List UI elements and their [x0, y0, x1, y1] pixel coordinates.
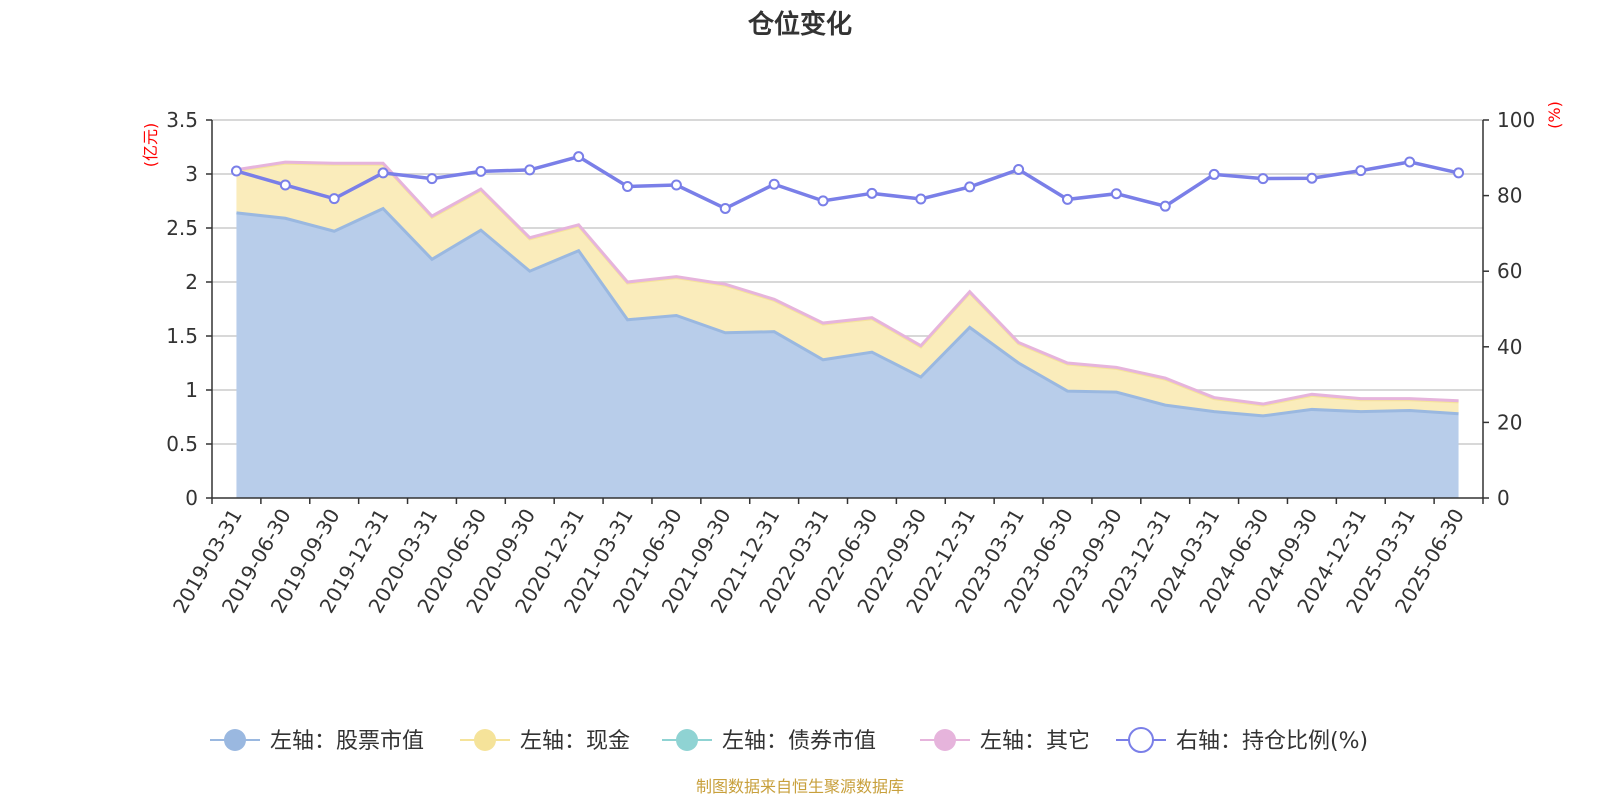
- left-axis-tick-label: 3: [185, 162, 198, 186]
- ratio-line-layer: [230, 151, 1465, 214]
- stock-line: [236, 206, 1459, 418]
- stacked-area-layer: [236, 160, 1459, 498]
- ratio-line: [235, 154, 1459, 211]
- ratio-point: [1061, 193, 1073, 205]
- right-axis-tick-label: 80: [1497, 184, 1522, 208]
- legend-marker: [474, 729, 496, 751]
- ratio-point: [377, 167, 389, 179]
- left-axis-tick-label: 3.5: [166, 108, 198, 132]
- right-axis-tick-label: 100: [1497, 108, 1535, 132]
- right-axis-tick-label: 40: [1497, 335, 1522, 359]
- ratio-point: [1355, 165, 1367, 177]
- legend-item: 左轴：债券市值: [662, 729, 876, 754]
- legend-label: 左轴：股票市值: [270, 729, 424, 754]
- ratio-point: [1257, 173, 1269, 185]
- ratio-point: [964, 181, 976, 193]
- right-axis-tick-label: 0: [1497, 486, 1510, 510]
- left-axis-tick-label: 2: [185, 270, 198, 294]
- legend: 左轴：股票市值 左轴：现金 左轴：债券市值 左轴：其它 右轴：持仓比例(%): [210, 727, 1368, 754]
- ratio-point: [768, 178, 780, 190]
- left-axis-tick-label: 1: [185, 378, 198, 402]
- legend-item: 左轴：其它: [920, 729, 1090, 754]
- legend-item: 左轴：股票市值: [210, 729, 424, 754]
- legend-marker: [676, 729, 698, 751]
- left-axis-tick-label: 2.5: [166, 216, 198, 240]
- right-axis-tick-label: 60: [1497, 259, 1522, 283]
- left-axis-tick-label: 0: [185, 486, 198, 510]
- legend-label: 左轴：债券市值: [722, 729, 876, 754]
- legend-label: 右轴：持仓比例(%): [1176, 729, 1368, 754]
- ratio-point: [524, 164, 536, 176]
- ratio-point: [1110, 188, 1122, 200]
- right-axis-tick-label: 20: [1497, 410, 1522, 434]
- ratio-point: [1306, 172, 1318, 184]
- ratio-point: [670, 179, 682, 191]
- left-axis-tick-label: 0.5: [166, 432, 198, 456]
- ratio-point: [279, 179, 291, 191]
- stock-area: [236, 208, 1459, 498]
- cash-area: [236, 163, 1459, 416]
- ratio-point: [426, 173, 438, 185]
- ratio-point: [866, 187, 878, 199]
- legend-item: 右轴：持仓比例(%): [1116, 727, 1368, 754]
- legend-marker: [934, 729, 956, 751]
- ratio-point: [1159, 200, 1171, 212]
- legend-marker: [224, 729, 246, 751]
- ratio-point: [1013, 164, 1025, 176]
- legend-item: 左轴：现金: [460, 729, 630, 754]
- legend-label: 左轴：其它: [980, 729, 1090, 754]
- ratio-point: [328, 193, 340, 205]
- legend-marker: [1128, 727, 1154, 753]
- ratio-point: [1404, 156, 1416, 168]
- other-line: [236, 160, 1459, 406]
- left-axis-tick-label: 1.5: [166, 324, 198, 348]
- ratio-point: [622, 181, 634, 193]
- ratio-point: [230, 165, 242, 177]
- ratio-point: [915, 193, 927, 205]
- source-note: 制图数据来自恒生聚源数据库: [696, 777, 904, 796]
- left-axis-unit-label: (亿元): [141, 123, 160, 168]
- chart-title: 仓位变化: [747, 9, 852, 40]
- ratio-point: [1453, 167, 1465, 179]
- ratio-point: [817, 195, 829, 207]
- legend-label: 左轴：现金: [520, 729, 630, 754]
- right-axis-unit-label: (%): [1545, 101, 1564, 129]
- ratio-point: [1208, 168, 1220, 180]
- ratio-point: [719, 202, 731, 214]
- ratio-point: [573, 151, 585, 163]
- ratio-point: [475, 165, 487, 177]
